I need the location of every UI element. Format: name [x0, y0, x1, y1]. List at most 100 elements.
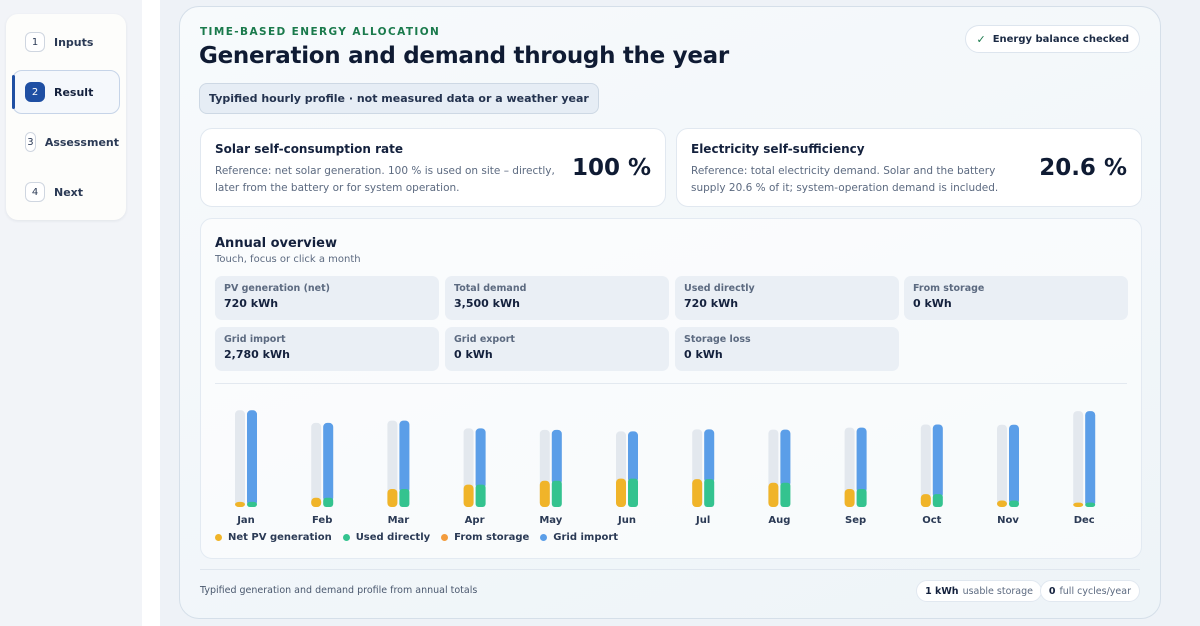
monthly-energy-chart[interactable]: Jan Feb Mar Apr May Jun Jul Aug Sep Oct Nov Dec: [201, 219, 1143, 529]
step-inputs[interactable]: 1 Inputs: [12, 20, 120, 64]
storage-chip: 1 kWh usable storage: [916, 580, 1042, 602]
month-label: Sep: [845, 515, 866, 526]
grid-import-bar[interactable]: [704, 429, 715, 484]
used-directly-bar[interactable]: [399, 488, 410, 507]
grid-import-bar[interactable]: [780, 429, 791, 487]
month-label: Mar: [388, 515, 410, 526]
legend-item: From storage: [441, 532, 529, 543]
legend-dot-icon: [215, 534, 222, 541]
step-label: Next: [54, 185, 84, 199]
month-label: May: [539, 515, 562, 526]
storage-value: 1 kWh: [925, 585, 959, 597]
pv-bar[interactable]: [920, 494, 931, 507]
pv-bar[interactable]: [539, 480, 550, 507]
annual-overview: Annual overview Touch, focus or click a …: [200, 218, 1142, 559]
step-number: 2: [25, 82, 45, 102]
pv-track: [920, 424, 931, 507]
grid-import-bar[interactable]: [475, 428, 486, 489]
stat-from-storage: From storage 0 kWh: [904, 276, 1128, 320]
legend-dot-icon: [441, 534, 449, 541]
used-directly-bar[interactable]: [247, 501, 257, 507]
step-next[interactable]: 4 Next: [12, 170, 120, 214]
step-assessment[interactable]: 3 Assessment: [12, 120, 120, 164]
pv-bar[interactable]: [692, 479, 703, 507]
pv-bar[interactable]: [311, 497, 322, 507]
month-label: Feb: [312, 515, 332, 526]
kpi-value: 100 %: [571, 155, 651, 181]
overview-subtitle: Touch, focus or click a month: [215, 254, 361, 265]
overview-title: Annual overview: [215, 236, 337, 251]
month-label: Dec: [1074, 515, 1095, 526]
used-directly-bar[interactable]: [551, 480, 562, 507]
grid-import-bar[interactable]: [323, 422, 334, 502]
stat-grid-import: Grid import 2,780 kWh: [215, 327, 439, 371]
used-directly-bar[interactable]: [856, 488, 867, 507]
used-directly-bar[interactable]: [1009, 500, 1019, 507]
pv-track: [997, 424, 1007, 507]
used-directly-bar[interactable]: [704, 479, 715, 507]
pv-bar[interactable]: [616, 478, 626, 507]
stat-label: From storage: [913, 283, 985, 294]
step-navigation: 1 Inputs 2 Result 3 Assessment 4 Next: [6, 14, 126, 220]
grid-import-bar[interactable]: [628, 431, 638, 483]
step-number: 1: [25, 32, 45, 52]
stat-value: 0 kWh: [684, 348, 723, 361]
stat-value: 0 kWh: [454, 348, 493, 361]
cycles-value: 0: [1048, 585, 1056, 597]
stat-storage-loss: Storage loss 0 kWh: [675, 327, 899, 371]
pv-bar[interactable]: [997, 500, 1007, 507]
pv-bar[interactable]: [1073, 502, 1084, 507]
month-label: Aug: [768, 515, 790, 526]
stat-label: Total demand: [454, 283, 527, 294]
energy-balance-badge: ✓ Energy balance checked: [965, 25, 1140, 53]
grid-import-bar[interactable]: [856, 427, 867, 493]
step-label: Result: [54, 85, 94, 99]
grid-import-bar[interactable]: [247, 410, 257, 506]
grid-import-bar[interactable]: [932, 424, 943, 499]
legend-item: Grid import: [540, 532, 618, 543]
grid-import-bar[interactable]: [1009, 424, 1019, 505]
pv-bar[interactable]: [768, 482, 779, 507]
stat-value: 2,780 kWh: [224, 348, 290, 361]
pv-bar[interactable]: [463, 484, 474, 507]
pv-track: [235, 410, 245, 507]
pv-track: [1073, 411, 1084, 507]
used-directly-bar[interactable]: [323, 497, 334, 507]
used-directly-bar[interactable]: [475, 484, 486, 507]
grid-import-bar[interactable]: [1085, 411, 1096, 507]
stat-total-demand: Total demand 3,500 kWh: [445, 276, 669, 320]
stat-value: 3,500 kWh: [454, 297, 520, 310]
kpi-value: 20.6 %: [1039, 155, 1127, 181]
month-label: Jun: [617, 515, 636, 526]
result-panel: TIME-BASED ENERGY ALLOCATION Generation …: [179, 6, 1161, 619]
step-number: 4: [25, 182, 45, 202]
pv-bar[interactable]: [235, 501, 245, 507]
month-label: Oct: [922, 515, 941, 526]
pv-track: [844, 427, 855, 507]
pv-bar[interactable]: [844, 488, 855, 507]
stat-pv-generation: PV generation (net) 720 kWh: [215, 276, 439, 320]
stat-label: Storage loss: [684, 334, 751, 345]
kpi-description: Reference: total electricity demand. Sol…: [691, 165, 999, 194]
kpi-self-consumption: Solar self-consumption rate Reference: n…: [200, 128, 666, 207]
stat-used-directly: Used directly 720 kWh: [675, 276, 899, 320]
step-label: Assessment: [44, 135, 119, 149]
stat-value: 720 kWh: [224, 297, 279, 310]
stat-grid-export: Grid export 0 kWh: [445, 327, 669, 371]
kpi-title: Solar self-consumption rate: [215, 142, 403, 156]
used-directly-bar[interactable]: [780, 482, 791, 507]
month-label: Apr: [465, 515, 485, 526]
step-result[interactable]: 2 Result: [12, 70, 120, 114]
grid-import-bar[interactable]: [551, 429, 562, 485]
section-eyebrow: TIME-BASED ENERGY ALLOCATION: [200, 26, 441, 38]
used-directly-bar[interactable]: [628, 478, 638, 507]
used-directly-bar[interactable]: [1085, 502, 1096, 507]
stat-label: Grid export: [454, 334, 515, 345]
cycles-chip: 0 full cycles/year: [1039, 580, 1140, 602]
profile-note-badge: Typified hourly profile · not measured d…: [199, 83, 599, 114]
grid-import-bar[interactable]: [399, 420, 410, 493]
pv-bar[interactable]: [387, 488, 398, 507]
used-directly-bar[interactable]: [932, 494, 943, 507]
chart-legend: Net PV generation Used directly From sto…: [215, 532, 629, 543]
step-label: Inputs: [54, 35, 94, 49]
